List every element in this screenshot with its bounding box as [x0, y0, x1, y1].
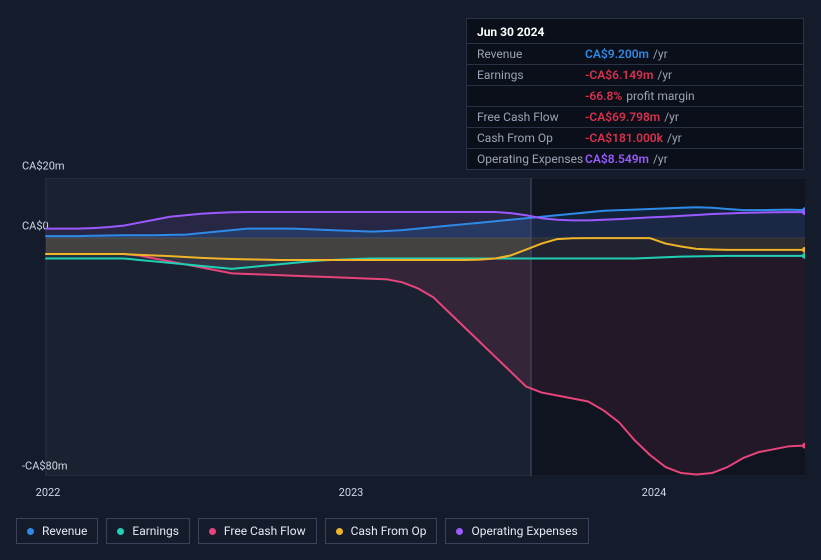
tooltip-row-value: -CA$181.000k — [585, 131, 663, 145]
legend-dot — [27, 528, 34, 535]
tooltip-row-value: -CA$69.798m — [585, 110, 660, 124]
tooltip-row: Operating ExpensesCA$8.549m/yr — [467, 149, 803, 169]
tooltip-row-label: Free Cash Flow — [477, 110, 585, 124]
legend-label: Revenue — [42, 524, 87, 538]
x-tick-label: 2023 — [339, 486, 364, 499]
tooltip-row: Cash From Op-CA$181.000k/yr — [467, 128, 803, 149]
legend: Revenue Earnings Free Cash Flow Cash Fro… — [16, 518, 589, 544]
x-tick-label: 2022 — [36, 486, 61, 499]
tooltip-row-suffix: /yr — [653, 152, 668, 166]
x-tick-label: 2024 — [642, 486, 667, 499]
tooltip-row: Earnings-CA$6.149m/yr — [467, 65, 803, 86]
tooltip-row-suffix: /yr — [653, 47, 668, 61]
legend-item-fcf[interactable]: Free Cash Flow — [198, 518, 317, 544]
legend-label: Cash From Op — [351, 524, 427, 538]
tooltip-row-value: -CA$6.149m — [585, 68, 653, 82]
tooltip-date: Jun 30 2024 — [467, 19, 803, 44]
legend-dot — [209, 528, 216, 535]
tooltip-row: RevenueCA$9.200m/yr — [467, 44, 803, 65]
legend-dot — [336, 528, 343, 535]
legend-item-earnings[interactable]: Earnings — [106, 518, 190, 544]
tooltip: Jun 30 2024 RevenueCA$9.200m/yrEarnings-… — [466, 18, 804, 170]
tooltip-row-value: CA$8.549m — [585, 152, 649, 166]
chart[interactable] — [16, 178, 805, 476]
tooltip-row-label: Revenue — [477, 47, 585, 61]
tooltip-subrow: -66.8% profit margin — [467, 86, 803, 107]
tooltip-row-label: Earnings — [477, 68, 585, 82]
tooltip-row-value: CA$9.200m — [585, 47, 649, 61]
tooltip-row: Free Cash Flow-CA$69.798m/yr — [467, 107, 803, 128]
tooltip-row-suffix: /yr — [664, 110, 679, 124]
tooltip-row-label: Operating Expenses — [477, 152, 585, 166]
legend-dot — [456, 528, 463, 535]
legend-label: Free Cash Flow — [224, 524, 306, 538]
tooltip-subrow-value: -66.8% — [585, 89, 622, 103]
legend-label: Operating Expenses — [471, 524, 577, 538]
legend-item-revenue[interactable]: Revenue — [16, 518, 98, 544]
legend-item-opex[interactable]: Operating Expenses — [445, 518, 588, 544]
tooltip-subrow-suffix: profit margin — [626, 89, 694, 103]
y-tick-label: CA$20m — [22, 160, 65, 173]
chart-svg — [16, 178, 805, 476]
legend-label: Earnings — [132, 524, 179, 538]
legend-item-cfo[interactable]: Cash From Op — [325, 518, 438, 544]
legend-dot — [117, 528, 124, 535]
tooltip-row-suffix: /yr — [667, 131, 682, 145]
tooltip-row-suffix: /yr — [657, 68, 672, 82]
tooltip-row-label: Cash From Op — [477, 131, 585, 145]
